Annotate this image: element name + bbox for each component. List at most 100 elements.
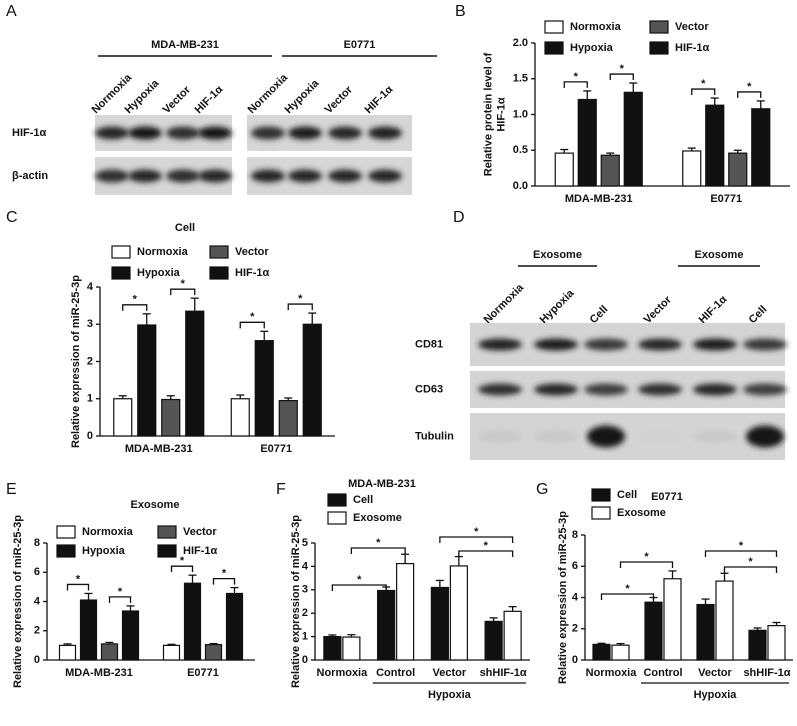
bar [185, 310, 205, 437]
y-tick-label: 0.0 [513, 180, 528, 192]
error-bar [188, 574, 197, 584]
bar [161, 398, 181, 437]
legend-swatch [111, 245, 131, 259]
bar [377, 589, 396, 661]
band [198, 169, 232, 183]
error-bar [63, 643, 72, 646]
bar [430, 586, 449, 661]
bar [121, 610, 140, 661]
significance-label: * [747, 81, 752, 93]
legend-label: Normoxia [137, 246, 189, 258]
bar [230, 398, 250, 437]
error-bar [629, 82, 638, 93]
error-bar [230, 586, 239, 594]
bar [715, 580, 734, 661]
bar [225, 592, 244, 661]
error-bar [772, 621, 781, 626]
legend-label: Cell [353, 494, 373, 506]
bar [484, 620, 503, 661]
y-axis-label: Relative expression of miR-25-3p [557, 511, 569, 684]
significance-bracket [619, 561, 674, 568]
significance-label: * [474, 526, 479, 538]
band [328, 169, 362, 183]
band [128, 169, 162, 183]
y-tick-label: 0 [87, 430, 93, 442]
band [478, 383, 522, 396]
band [638, 338, 682, 351]
chart-title: Cell [175, 222, 195, 234]
legend-swatch [649, 20, 669, 34]
legend-label: Exosome [353, 512, 402, 524]
legend-label: Normoxia [82, 526, 134, 538]
significance-label: * [644, 551, 649, 563]
x-tick-label: Control [643, 667, 682, 679]
error-bar [583, 90, 592, 100]
significance-label: * [76, 573, 81, 585]
band [478, 338, 522, 351]
band [693, 383, 737, 396]
x-tick-label: Vector [698, 667, 732, 679]
band [328, 126, 362, 140]
row-label: β-actin [12, 170, 48, 182]
error-bar [401, 553, 410, 564]
error-bar [606, 152, 615, 156]
error-bar [126, 605, 135, 612]
y-tick-label: 8 [572, 529, 578, 541]
band [251, 169, 285, 183]
error-bar [687, 147, 696, 151]
significance-label: * [180, 555, 185, 567]
legend-swatch [591, 506, 611, 520]
legend-label: HIF-1α [675, 42, 710, 54]
lane-label: HIF-1α [363, 83, 396, 116]
error-bar [710, 97, 719, 106]
x-tick-label: MDA-MB-231 [65, 667, 133, 679]
significance-label: * [118, 586, 123, 598]
legend-swatch [56, 525, 76, 539]
x-tick-label: MDA-MB-231 [565, 193, 633, 205]
error-bar [489, 617, 498, 622]
bar [705, 104, 725, 187]
significance-label: * [484, 540, 489, 552]
legend-swatch [544, 41, 564, 55]
error-bar [260, 330, 269, 341]
significance-bracket [691, 88, 716, 96]
legend-swatch [591, 488, 611, 502]
header: Exosome [533, 249, 582, 261]
bar [113, 398, 133, 437]
significance-label: * [701, 78, 706, 90]
error-bar [454, 555, 463, 566]
error-bar [328, 634, 337, 637]
legend-label: HIF-1α [235, 267, 270, 279]
band [638, 383, 682, 396]
error-bar [753, 627, 762, 631]
error-bar [166, 395, 175, 400]
band [534, 338, 578, 351]
y-tick-label: 1.0 [513, 108, 528, 120]
band [95, 169, 129, 183]
bar [204, 644, 223, 661]
bar [696, 603, 715, 661]
significance-bracket [170, 565, 194, 573]
bar [592, 643, 611, 661]
band [584, 338, 628, 351]
significance-label: * [357, 574, 362, 586]
header: Exosome [695, 249, 744, 261]
error-bar [616, 642, 625, 646]
error-bar [84, 592, 93, 601]
group-label: Hypoxia [694, 689, 738, 701]
bar [254, 340, 274, 437]
chart-title: MDA-MB-231 [348, 478, 416, 490]
bar [682, 150, 702, 187]
significance-bracket [108, 596, 132, 603]
significance-label: * [250, 311, 255, 323]
significance-bracket [212, 577, 236, 585]
bar [767, 625, 786, 661]
bar [58, 644, 77, 661]
row-label: CD81 [415, 338, 443, 350]
band [638, 430, 682, 443]
group-header: MDA-MB-231 [151, 39, 219, 51]
error-bar [668, 570, 677, 579]
row-label: HIF-1α [12, 127, 47, 139]
y-tick-label: 2 [572, 623, 578, 635]
lane-label: Hypoxia [538, 287, 577, 326]
